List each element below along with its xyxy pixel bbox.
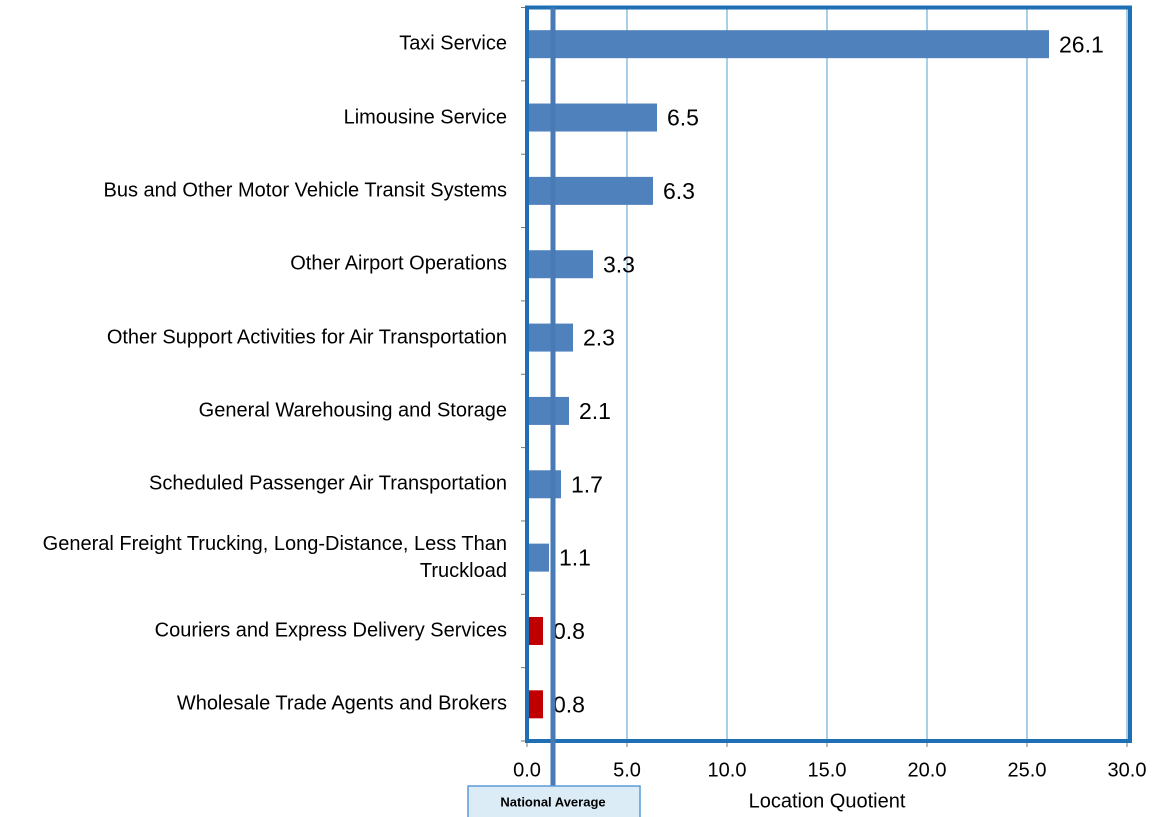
data-label: 0.8 [553, 691, 585, 717]
reference-label: National Average [500, 794, 605, 809]
x-tick-label: 30.0 [1108, 759, 1147, 781]
data-label: 6.5 [667, 105, 699, 131]
y-tick-label: Limousine Service [343, 106, 507, 129]
bar [527, 323, 573, 352]
data-label: 26.1 [1059, 31, 1104, 57]
x-tick-label: 20.0 [908, 759, 947, 781]
bar [527, 543, 549, 572]
data-label: 6.3 [663, 178, 695, 204]
x-axis-title: Location Quotient [749, 790, 906, 812]
x-tick-label: 25.0 [1008, 759, 1047, 781]
x-tick-label: 5.0 [613, 759, 641, 781]
y-tick-label: Scheduled Passenger Air Transportation [149, 472, 507, 495]
bar [527, 396, 569, 425]
bar [527, 250, 593, 279]
x-tick-label: 0.0 [513, 759, 541, 781]
data-label: 2.1 [579, 398, 611, 424]
x-tick-label: 15.0 [808, 759, 847, 781]
data-label: 1.1 [559, 545, 591, 571]
bar [527, 470, 561, 499]
y-tick-label: Other Airport Operations [290, 252, 507, 275]
data-label: 0.8 [553, 618, 585, 644]
bar [527, 30, 1049, 59]
x-tick-label: 10.0 [708, 759, 747, 781]
y-tick-label: Couriers and Express Delivery Services [154, 619, 507, 642]
bar [527, 103, 657, 132]
bar [527, 176, 653, 205]
y-tick-label: General Freight Trucking, Long-Distance,… [42, 532, 507, 582]
y-tick-label: Taxi Service [399, 32, 507, 55]
y-tick-label: Wholesale Trade Agents and Brokers [176, 692, 507, 715]
bar [527, 616, 543, 645]
y-tick-label: Bus and Other Motor Vehicle Transit Syst… [103, 179, 507, 202]
data-label: 2.3 [583, 325, 615, 351]
data-label: 3.3 [603, 251, 635, 277]
reference-label-box [467, 785, 641, 817]
y-tick-label: General Warehousing and Storage [198, 399, 507, 422]
plot-frame [525, 5, 1132, 743]
bar [527, 690, 543, 719]
data-label: 1.7 [571, 471, 603, 497]
y-tick-label: Other Support Activities for Air Transpo… [106, 326, 507, 349]
